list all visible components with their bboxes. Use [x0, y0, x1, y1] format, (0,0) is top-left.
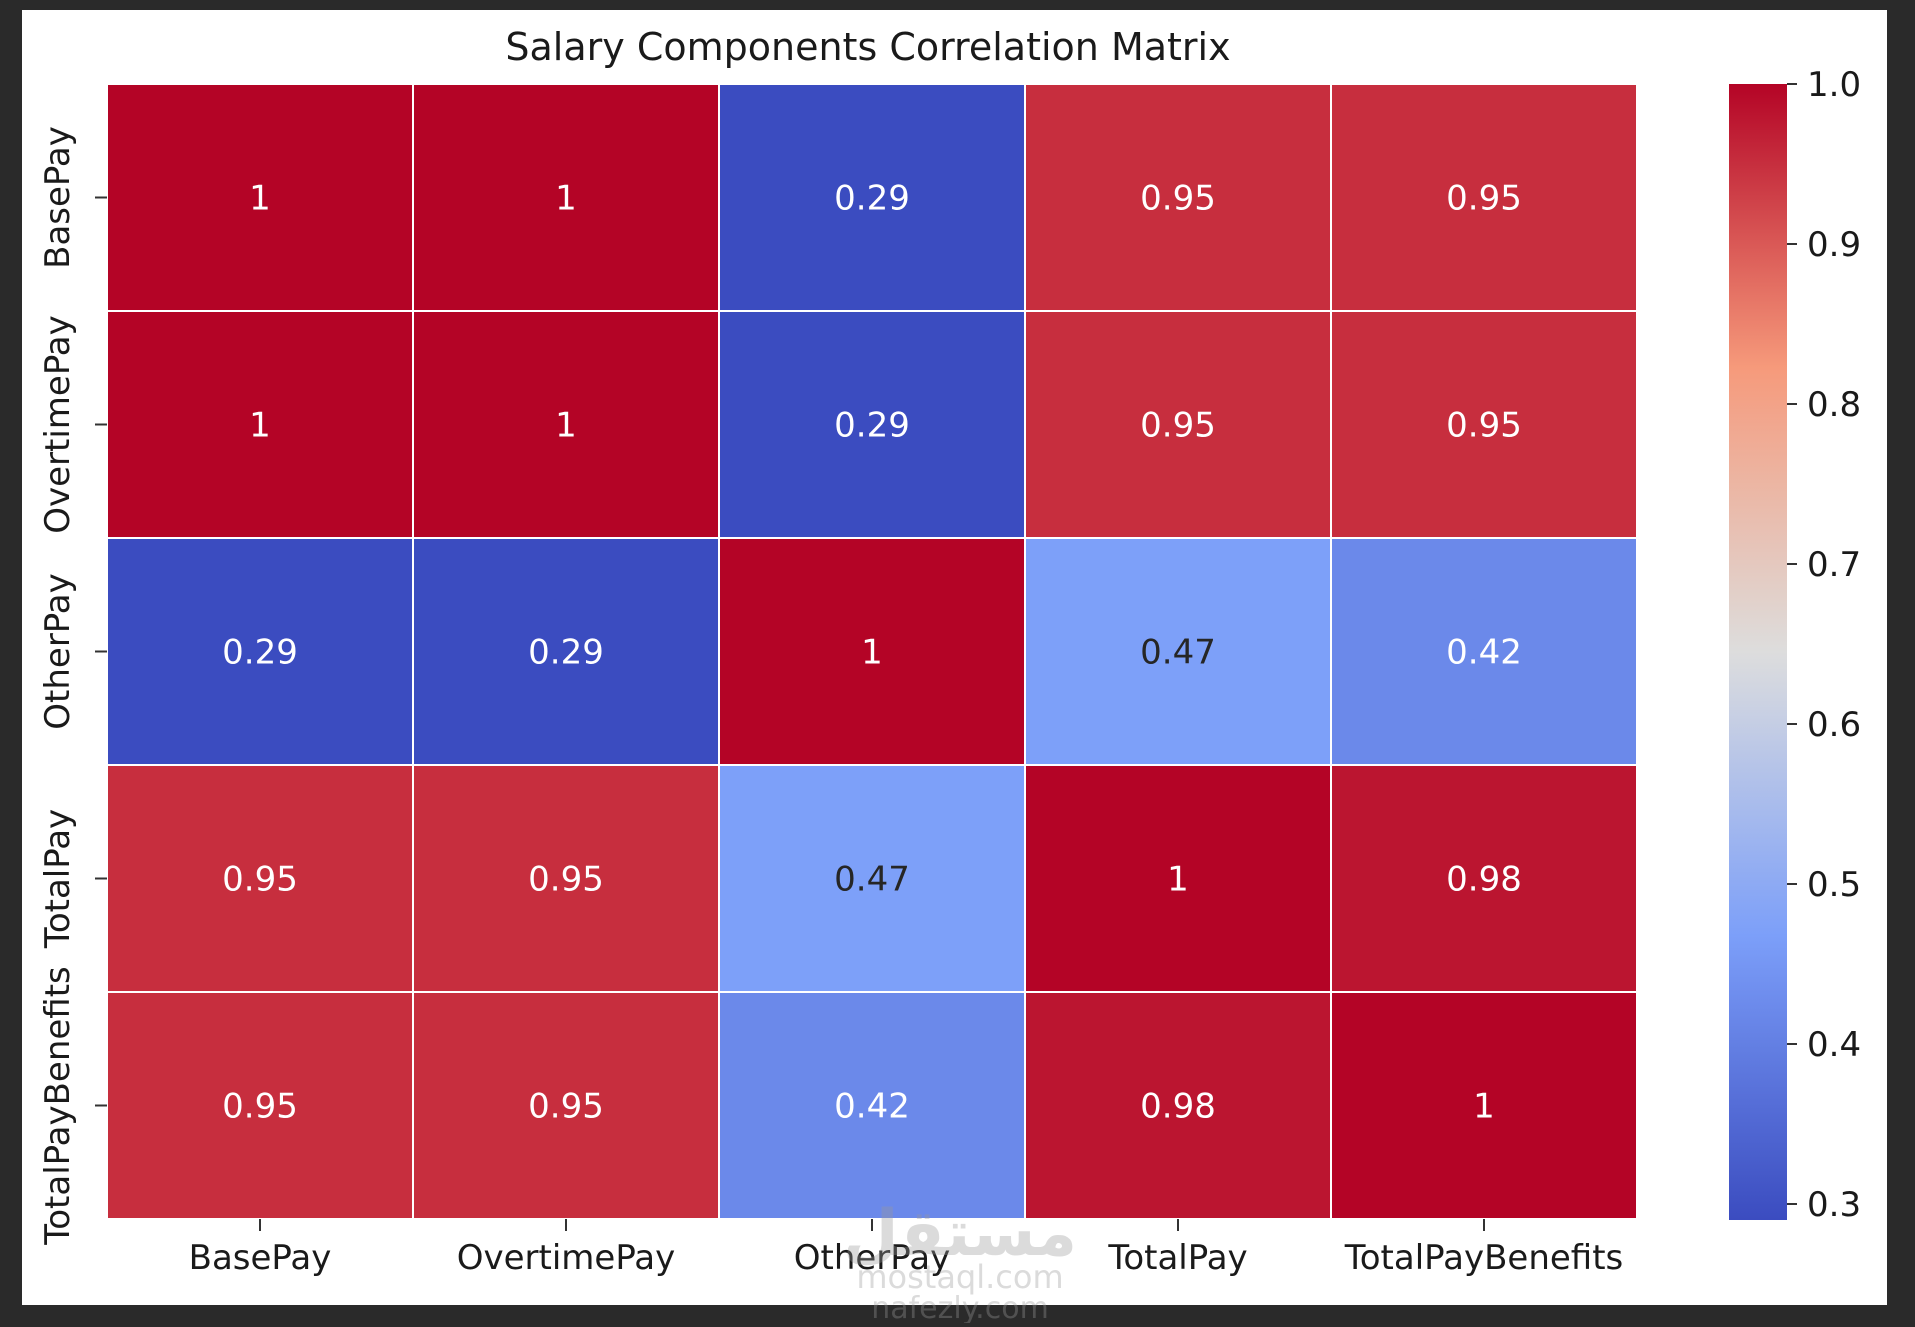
cell-label: 1: [1473, 1087, 1495, 1127]
heatmap-cell: [1024, 310, 1332, 539]
watermark-url-1: mostaql.com: [856, 1258, 1063, 1296]
cell-label: 0.98: [1446, 860, 1522, 900]
x-tick-label: BasePay: [189, 1238, 332, 1278]
cell-label: 0.29: [834, 179, 910, 219]
cell-label: 0.47: [1140, 633, 1216, 673]
heatmap-cell: [718, 537, 1026, 766]
heatmap-cell: [106, 991, 414, 1220]
cell-label: 0.95: [528, 1087, 604, 1127]
colorbar-tick-label: 0.7: [1807, 545, 1861, 585]
heatmap-cell: [1024, 991, 1332, 1220]
watermark-logo: مستقل mostaql.com nafezly.com: [843, 1197, 1077, 1326]
heatmap-cell: [1330, 991, 1638, 1220]
cell-label: 0.42: [1446, 633, 1522, 673]
heatmap-cell: [412, 310, 720, 539]
heatmap-cell: [106, 83, 414, 312]
heatmap-cell: [1024, 83, 1332, 312]
heatmap-cell: [1330, 537, 1638, 766]
heatmap-cell: [412, 537, 720, 766]
cell-label: 1: [249, 179, 271, 219]
heatmap-cell: [412, 991, 720, 1220]
cell-label: 1: [555, 406, 577, 446]
heatmap-cell: [718, 764, 1026, 993]
cell-label: 0.95: [1446, 179, 1522, 219]
heatmap-cell: [1024, 764, 1332, 993]
colorbar-tick-label: 0.8: [1807, 385, 1861, 425]
chart-title: Salary Components Correlation Matrix: [505, 25, 1230, 69]
heatmap-cell: [718, 991, 1026, 1220]
y-tick-label: OvertimePay: [38, 315, 78, 534]
cell-label: 0.42: [834, 1087, 910, 1127]
cell-label: 0.95: [222, 1087, 298, 1127]
x-tick-label: TotalPayBenefits: [1344, 1238, 1624, 1278]
x-tick-label: TotalPay: [1107, 1238, 1247, 1278]
y-tick-label: TotalPayBenefits: [38, 966, 78, 1246]
cell-label: 0.29: [834, 406, 910, 446]
colorbar-tick-label: 0.3: [1807, 1185, 1861, 1225]
colorbar-axis: 1.0 0.9 0.8 0.7 0.6 0.5 0.4 0.3: [1787, 65, 1861, 1225]
heatmap-cell: [106, 764, 414, 993]
heatmap-cell-labels: 1 1 0.29 0.95 0.95 1 1 0.29 0.95 0.95 0.29 0.29 1 0.4…: [222, 179, 1522, 1127]
cell-label: 1: [1167, 860, 1189, 900]
cell-label: 1: [861, 633, 883, 673]
colorbar: [1729, 84, 1787, 1220]
heatmap-cells: [106, 83, 1638, 1220]
heatmap-cell: [1024, 537, 1332, 766]
y-axis: BasePay OvertimePay OtherPay TotalPay TotalP…: [38, 126, 107, 1246]
cell-label: 0.95: [528, 860, 604, 900]
colorbar-tick-label: 0.5: [1807, 865, 1861, 905]
cell-label: 0.95: [1140, 406, 1216, 446]
cell-label: 0.95: [1140, 179, 1216, 219]
x-tick-label: OvertimePay: [457, 1238, 676, 1278]
heatmap-cell: [718, 83, 1026, 312]
y-tick-label: OtherPay: [38, 573, 78, 729]
watermark-text: مستقل: [843, 1197, 1077, 1271]
y-tick-label: BasePay: [38, 126, 78, 269]
cell-label: 0.95: [1446, 406, 1522, 446]
x-tick-label: OtherPay: [794, 1238, 950, 1278]
watermark-url-2: nafezly.com: [871, 1291, 1049, 1323]
colorbar-tick-label: 0.9: [1807, 225, 1861, 265]
cell-label: 1: [555, 179, 577, 219]
y-tick-label: TotalPay: [38, 809, 78, 949]
heatmap-cell: [1330, 310, 1638, 539]
heatmap-cell: [412, 83, 720, 312]
cell-label: 0.95: [222, 860, 298, 900]
cell-label: 0.47: [834, 860, 910, 900]
heatmap-cell: [1330, 764, 1638, 993]
heatmap-cell: [718, 310, 1026, 539]
colorbar-tick-label: 1.0: [1807, 65, 1861, 105]
cell-label: 0.29: [222, 633, 298, 673]
colorbar-tick-label: 0.6: [1807, 705, 1861, 745]
x-axis: BasePay OvertimePay OtherPay TotalPay TotalP…: [189, 1219, 1624, 1278]
cell-label: 1: [249, 406, 271, 446]
cell-label: 0.98: [1140, 1087, 1216, 1127]
heatmap-cell: [412, 764, 720, 993]
colorbar-tick-label: 0.4: [1807, 1025, 1861, 1065]
cell-label: 0.29: [528, 633, 604, 673]
